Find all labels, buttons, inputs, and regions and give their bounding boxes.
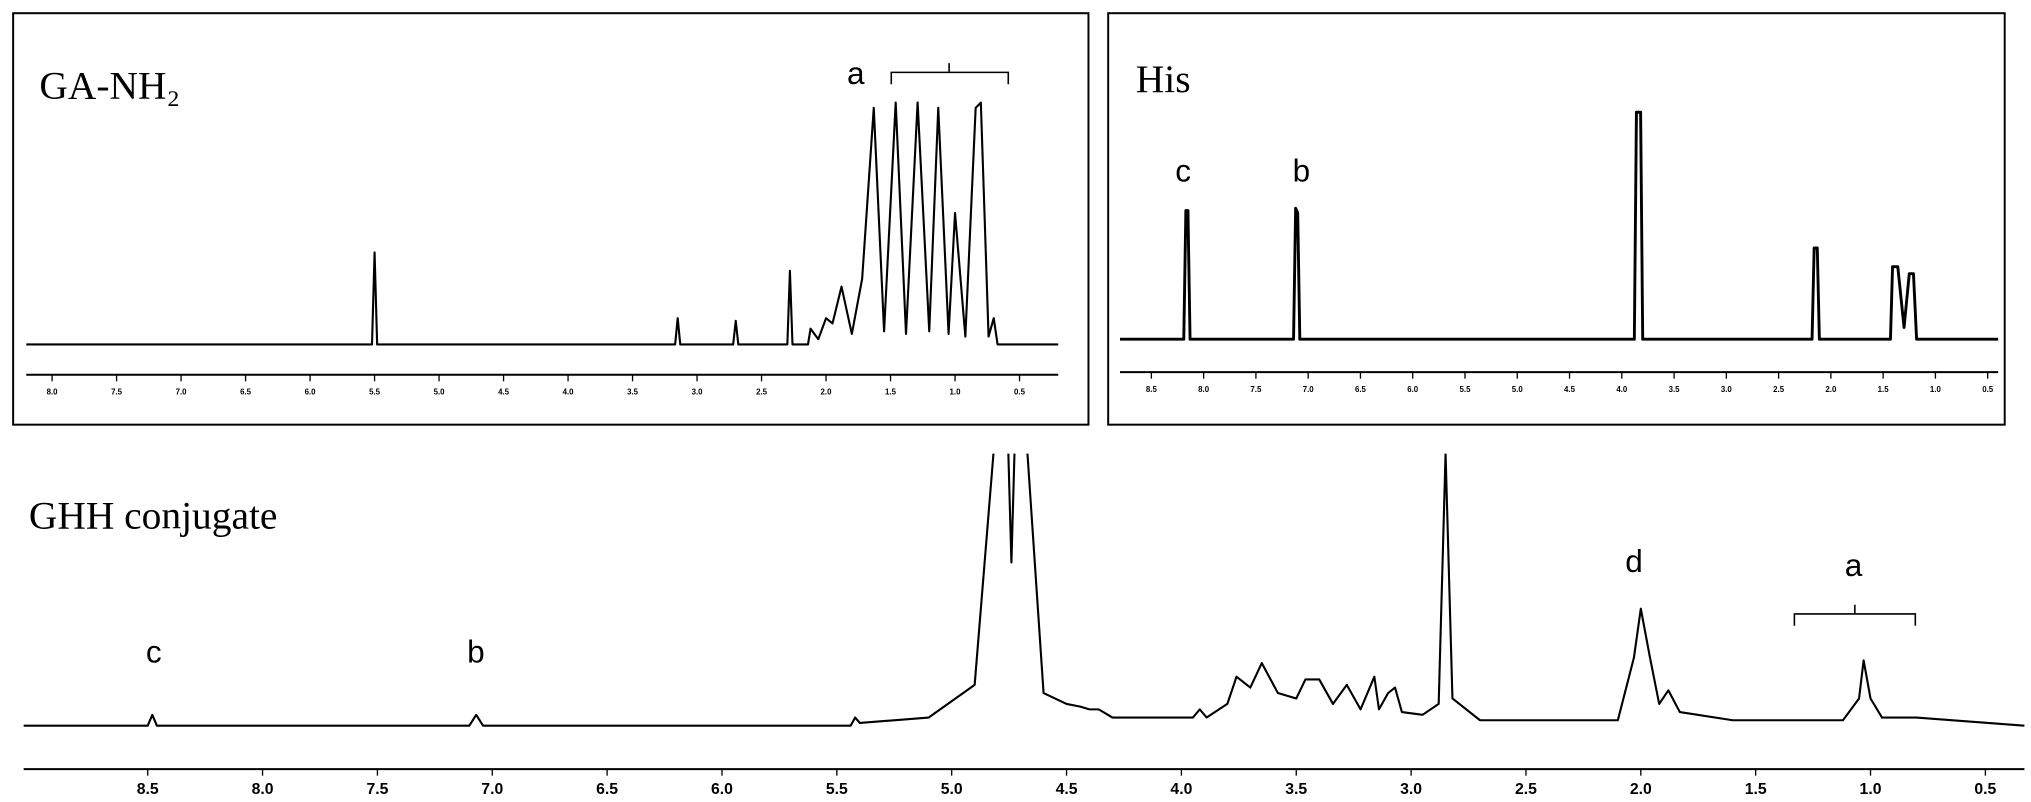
x-tick-label: 1.5 bbox=[885, 387, 897, 396]
x-tick-label: 8.0 bbox=[252, 781, 274, 798]
peak-label: c bbox=[1175, 152, 1191, 188]
x-tick-label: 4.0 bbox=[1170, 781, 1192, 798]
panel-title: GA-NH₂ bbox=[39, 64, 180, 108]
panel-frame bbox=[12, 12, 1090, 426]
x-tick-label: 6.0 bbox=[305, 387, 317, 396]
peak-label: a bbox=[847, 55, 865, 91]
x-tick-label: 6.5 bbox=[240, 387, 252, 396]
x-tick-label: 6.5 bbox=[596, 781, 618, 798]
x-tick-label: 3.0 bbox=[692, 387, 704, 396]
panel-frame bbox=[1107, 12, 2006, 426]
x-tick-label: 3.5 bbox=[627, 387, 639, 396]
x-tick-label: 2.0 bbox=[1630, 781, 1652, 798]
x-tick-label: 1.0 bbox=[1860, 781, 1882, 798]
bracket bbox=[890, 63, 1010, 85]
x-tick-label: 5.5 bbox=[1460, 385, 1472, 394]
spectrum-line bbox=[23, 453, 2025, 727]
x-tick-label: 3.5 bbox=[1285, 781, 1307, 798]
x-tick-label: 7.5 bbox=[1250, 385, 1262, 394]
x-tick-label: 4.5 bbox=[1564, 385, 1576, 394]
x-tick-label: 4.5 bbox=[1056, 781, 1078, 798]
peak-label: b bbox=[1293, 152, 1311, 188]
x-tick-label: 7.5 bbox=[366, 781, 388, 798]
x-tick-label: 2.0 bbox=[821, 387, 833, 396]
x-tick-label: 1.5 bbox=[1745, 781, 1767, 798]
x-tick-label: 0.5 bbox=[1974, 781, 1996, 798]
x-tick-label: 3.5 bbox=[1669, 385, 1681, 394]
x-tick-label: 6.0 bbox=[1407, 385, 1419, 394]
bracket bbox=[1793, 604, 1917, 626]
peak-label: d bbox=[1625, 543, 1643, 579]
panel-title: His bbox=[1136, 57, 1191, 101]
x-tick-label: 2.5 bbox=[756, 387, 768, 396]
x-tick-label: 2.0 bbox=[1825, 385, 1837, 394]
x-tick-label: 1.0 bbox=[950, 387, 962, 396]
x-tick-label: 7.0 bbox=[1303, 385, 1315, 394]
x-tick-label: 7.0 bbox=[481, 781, 503, 798]
x-tick-label: 4.0 bbox=[1616, 385, 1628, 394]
x-tick-label: 5.0 bbox=[434, 387, 446, 396]
spectrum-line bbox=[26, 101, 1059, 346]
spectrum-line bbox=[1120, 110, 1999, 341]
panel-title: GHH conjugate bbox=[29, 494, 278, 538]
x-tick-label: 7.0 bbox=[176, 387, 188, 396]
peak-label: a bbox=[1845, 547, 1863, 583]
x-tick-label: 3.0 bbox=[1400, 781, 1422, 798]
x-tick-label: 3.0 bbox=[1721, 385, 1733, 394]
x-tick-label: 8.0 bbox=[47, 387, 59, 396]
x-tick-label: 4.5 bbox=[498, 387, 510, 396]
x-tick-label: 1.5 bbox=[1878, 385, 1890, 394]
x-tick-label: 0.5 bbox=[1982, 385, 1994, 394]
x-tick-label: 6.5 bbox=[1355, 385, 1367, 394]
x-tick-label: 5.5 bbox=[826, 781, 848, 798]
x-tick-label: 2.5 bbox=[1773, 385, 1785, 394]
x-tick-label: 5.5 bbox=[369, 387, 381, 396]
peak-label: c bbox=[146, 634, 162, 670]
peak-label: b bbox=[467, 634, 485, 670]
x-tick-label: 2.5 bbox=[1515, 781, 1537, 798]
x-tick-label: 5.0 bbox=[1512, 385, 1524, 394]
x-tick-label: 0.5 bbox=[1014, 387, 1026, 396]
x-tick-label: 4.0 bbox=[563, 387, 575, 396]
x-tick-label: 7.5 bbox=[111, 387, 123, 396]
x-tick-label: 8.5 bbox=[137, 781, 159, 798]
x-tick-label: 8.5 bbox=[1146, 385, 1158, 394]
x-tick-label: 6.0 bbox=[711, 781, 733, 798]
x-tick-label: 8.0 bbox=[1198, 385, 1210, 394]
x-tick-label: 1.0 bbox=[1930, 385, 1942, 394]
x-tick-label: 5.0 bbox=[941, 781, 963, 798]
